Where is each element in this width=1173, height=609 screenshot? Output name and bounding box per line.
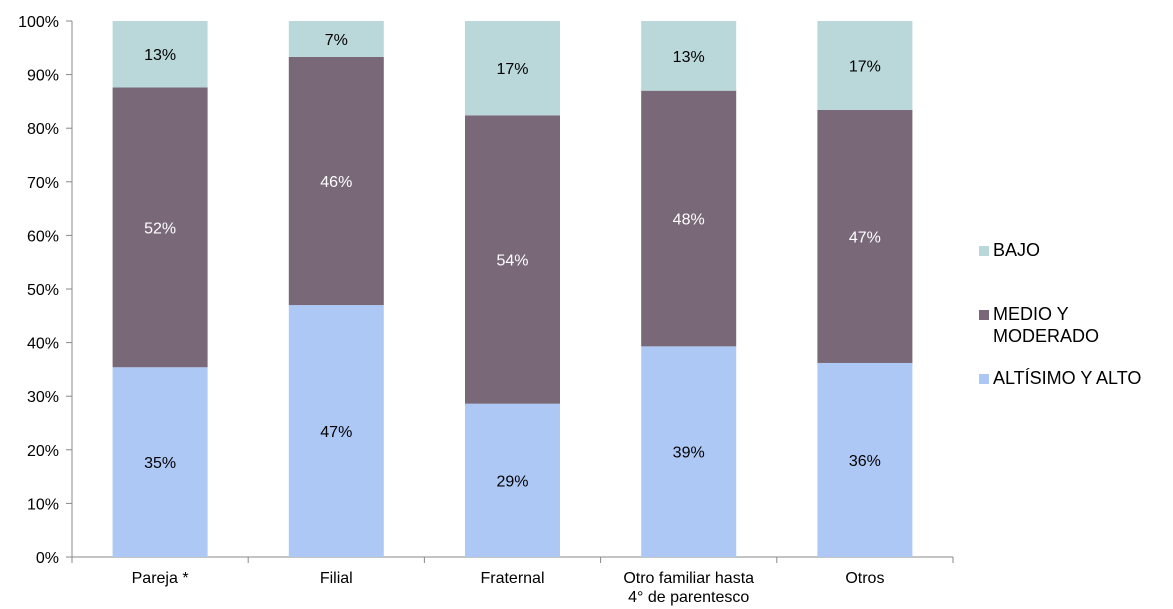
- data-label: 39%: [673, 445, 705, 462]
- data-label: 35%: [144, 455, 176, 472]
- data-label: 7%: [325, 32, 348, 49]
- y-tick-label: 30%: [27, 389, 59, 406]
- data-label: 13%: [673, 49, 705, 66]
- data-label: 54%: [496, 253, 528, 270]
- category-label: Pareja *: [132, 570, 189, 587]
- data-label: 36%: [849, 453, 881, 470]
- legend-swatch: [979, 246, 989, 256]
- data-label: 48%: [673, 212, 705, 229]
- data-label: 46%: [320, 174, 352, 191]
- bar-segment: [112, 367, 208, 557]
- y-tick-label: 10%: [27, 496, 59, 513]
- legend-label: MEDIO Y MODERADO: [993, 304, 1099, 346]
- legend-swatch: [979, 374, 989, 384]
- bar-segment: [288, 56, 384, 306]
- legend-swatch: [979, 310, 989, 320]
- category-label: Otro familiar hasta 4° de parentesco: [623, 570, 754, 606]
- bar-segment: [288, 305, 384, 557]
- category-label: Otros: [845, 570, 884, 587]
- bar-segment: [465, 115, 560, 404]
- y-tick-label: 20%: [27, 443, 59, 460]
- bar-segment: [641, 21, 737, 91]
- category-label: Fraternal: [480, 570, 544, 587]
- y-tick-label: 50%: [27, 282, 59, 299]
- legend: BAJO MEDIO Y MODERADO ALTÍSIMO Y ALTO: [979, 240, 1141, 388]
- legend-label: BAJO: [993, 240, 1040, 260]
- data-label: 29%: [496, 473, 528, 490]
- bar-segment: [465, 403, 560, 557]
- data-label: 52%: [144, 220, 176, 237]
- bar-segment: [112, 87, 208, 368]
- bar-segment: [817, 362, 913, 557]
- data-label: 17%: [849, 58, 881, 75]
- y-tick-label: 40%: [27, 336, 59, 353]
- y-tick-label: 0%: [36, 550, 59, 567]
- bar-segment: [288, 21, 384, 57]
- y-axis: 0% 10% 20% 30% 40% 50% 60% 70% 80% 90% 100%: [18, 14, 73, 567]
- y-tick-label: 100%: [18, 14, 59, 31]
- y-tick-label: 80%: [27, 121, 59, 138]
- bar-segment: [817, 21, 913, 110]
- data-label: 13%: [144, 47, 176, 64]
- data-labels: 35% 52% 13% 47% 46% 7% 29% 54% 17% 39% 48% 13% 36% 47…: [144, 32, 881, 490]
- bar-segment: [817, 109, 913, 363]
- bar-segment: [112, 21, 208, 88]
- data-label: 47%: [320, 424, 352, 441]
- y-tick-label: 70%: [27, 175, 59, 192]
- legend-label: ALTÍSIMO Y ALTO: [993, 368, 1141, 388]
- data-label: 47%: [849, 229, 881, 246]
- y-tick-label: 90%: [27, 68, 59, 85]
- data-label: 17%: [496, 61, 528, 78]
- bar-segment: [465, 21, 560, 116]
- bars: [112, 21, 913, 557]
- bar-segment: [641, 90, 737, 347]
- x-axis: Pareja * Filial Fraternal Otro familiar has…: [71, 556, 954, 606]
- y-tick-label: 60%: [27, 228, 59, 245]
- category-label: Filial: [320, 570, 353, 587]
- bar-segment: [641, 346, 737, 557]
